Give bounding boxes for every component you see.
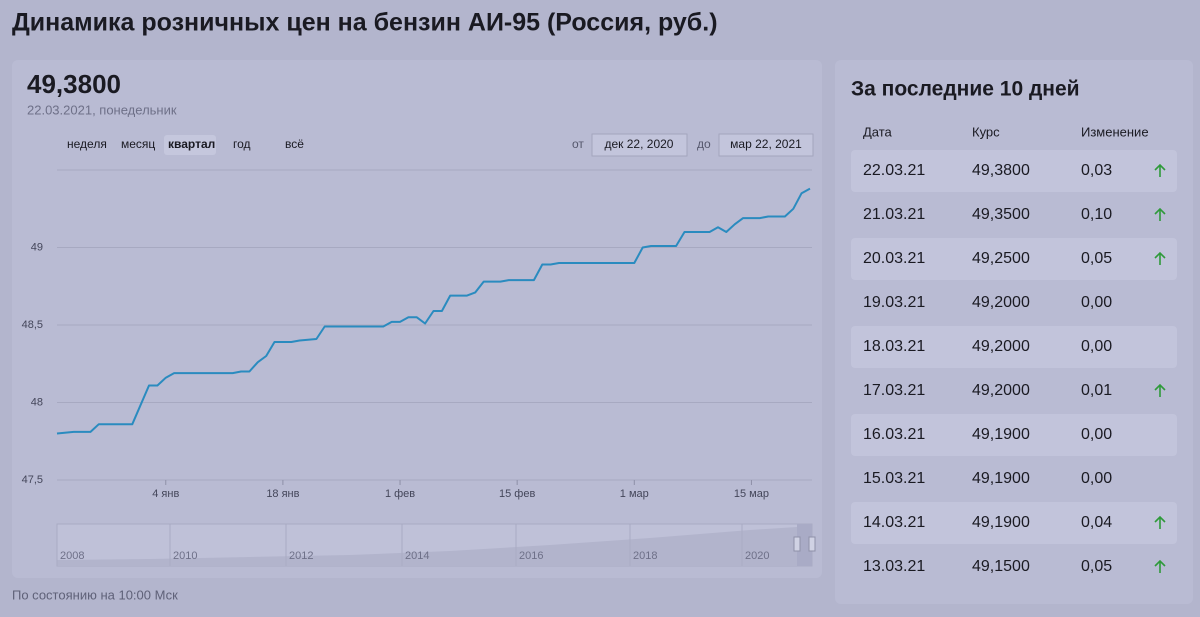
table-cell: 0,01 bbox=[1081, 382, 1112, 399]
column-header: Дата bbox=[863, 124, 893, 139]
navigator-year: 2010 bbox=[173, 550, 197, 562]
column-header: Курс bbox=[972, 124, 1000, 139]
y-tick-label: 48 bbox=[31, 396, 43, 408]
period-selected bbox=[164, 135, 216, 155]
table-cell: 14.03.21 bbox=[863, 514, 925, 531]
table-cell: 19.03.21 bbox=[863, 294, 925, 311]
navigator-year: 2008 bbox=[60, 550, 84, 562]
plot: 47,5 48 48,5 49 4 янв 18 янв 1 фев 15 фев 1 мар 1… bbox=[22, 169, 812, 500]
navigator-year: 2012 bbox=[289, 550, 313, 562]
table-cell: 13.03.21 bbox=[863, 558, 925, 575]
table-cell: 49,1900 bbox=[972, 426, 1030, 443]
navigator-handle[interactable] bbox=[808, 536, 816, 552]
navigator-window[interactable] bbox=[797, 524, 812, 566]
navigator-years: 2008 2010 2012 2014 2016 2018 2020 bbox=[56, 524, 769, 566]
table-cell: 16.03.21 bbox=[863, 426, 925, 443]
table-cell: 0,00 bbox=[1081, 294, 1112, 311]
table-cell: 18.03.21 bbox=[863, 338, 925, 355]
table-cell: 49,3800 bbox=[972, 162, 1030, 179]
table-cell: 0,10 bbox=[1081, 206, 1112, 223]
table-cell: 15.03.21 bbox=[863, 470, 925, 487]
period-button[interactable]: год bbox=[233, 137, 251, 151]
table-cell: 0,00 bbox=[1081, 338, 1112, 355]
price-line bbox=[56, 187, 811, 435]
to-date[interactable]: мар 22, 2021 bbox=[730, 137, 802, 151]
x-tick-label: 1 мар bbox=[620, 488, 649, 500]
y-tick-label: 48,5 bbox=[22, 319, 43, 331]
table-cell: 49,1900 bbox=[972, 514, 1030, 531]
table-cell: 17.03.21 bbox=[863, 382, 925, 399]
table-title: За последние 10 дней bbox=[851, 78, 1080, 101]
to-label: до bbox=[697, 137, 711, 151]
table-cell: 0,00 bbox=[1081, 426, 1112, 443]
x-tick-label: 18 янв bbox=[266, 488, 299, 500]
from-label: от bbox=[572, 137, 584, 151]
row-background bbox=[851, 414, 1177, 456]
from-input[interactable] bbox=[591, 133, 688, 157]
table-cell: 20.03.21 bbox=[863, 250, 925, 267]
navigator-year: 2016 bbox=[519, 550, 543, 562]
table-cell: 0,00 bbox=[1081, 470, 1112, 487]
x-tick-label: 4 янв bbox=[152, 488, 179, 500]
navigator-year: 2020 bbox=[745, 550, 769, 562]
up-arrow bbox=[1154, 515, 1166, 529]
current-date: 22.03.2021, понедельник bbox=[27, 102, 177, 117]
table-cell: 49,3500 bbox=[972, 206, 1030, 223]
x-tick-label: 15 мар bbox=[734, 488, 769, 500]
row-background bbox=[851, 326, 1177, 368]
up-arrow bbox=[1154, 383, 1166, 397]
navigator-year: 2018 bbox=[633, 550, 657, 562]
table-cell: 22.03.21 bbox=[863, 162, 925, 179]
table-cell: 49,2000 bbox=[972, 338, 1030, 355]
period-switch: неделя месяц квартал год всё bbox=[67, 135, 304, 155]
navigator-handle[interactable] bbox=[793, 536, 801, 552]
up-arrow bbox=[1154, 163, 1166, 177]
table-cell: 0,04 bbox=[1081, 514, 1112, 531]
from-date[interactable]: дек 22, 2020 bbox=[605, 137, 674, 151]
row-background bbox=[851, 238, 1177, 280]
period-button[interactable]: неделя bbox=[67, 137, 107, 151]
row-background bbox=[851, 502, 1177, 544]
y-tick-label: 49 bbox=[31, 241, 43, 253]
x-tick-label: 15 фев bbox=[499, 488, 535, 500]
table-cell: 49,1500 bbox=[972, 558, 1030, 575]
table-cell: 21.03.21 bbox=[863, 206, 925, 223]
table-cell: 0,05 bbox=[1081, 558, 1112, 575]
table-cell: 49,2500 bbox=[972, 250, 1030, 267]
footer: По состоянию на 10:00 Мск bbox=[12, 587, 178, 602]
up-arrow bbox=[1154, 559, 1166, 573]
current-value: 49,3800 bbox=[27, 69, 121, 99]
y-tick-label: 47,5 bbox=[22, 474, 43, 486]
period-button[interactable]: всё bbox=[285, 137, 304, 151]
table-cell: 0,03 bbox=[1081, 162, 1112, 179]
table-cell: 49,2000 bbox=[972, 294, 1030, 311]
period-button[interactable]: месяц bbox=[121, 137, 155, 151]
table-rows: 22.03.21 49,3800 0,03 21.03.21 49,3500 0,10 20… bbox=[851, 150, 1177, 575]
chart-panel bbox=[12, 60, 822, 578]
up-arrow bbox=[1154, 207, 1166, 221]
table-cell: 49,2000 bbox=[972, 382, 1030, 399]
navigator-year: 2014 bbox=[405, 550, 429, 562]
table-cell: 49,1900 bbox=[972, 470, 1030, 487]
column-header: Изменение bbox=[1081, 124, 1149, 139]
row-background bbox=[851, 150, 1177, 192]
page-title: Динамика розничных цен на бензин АИ-95 (… bbox=[12, 9, 718, 37]
x-tick-label: 1 фев bbox=[385, 488, 415, 500]
table-cell: 0,05 bbox=[1081, 250, 1112, 267]
to-input[interactable] bbox=[718, 133, 814, 157]
navigator-area bbox=[57, 527, 797, 566]
up-arrow bbox=[1154, 251, 1166, 265]
period-button[interactable]: квартал bbox=[168, 137, 215, 151]
